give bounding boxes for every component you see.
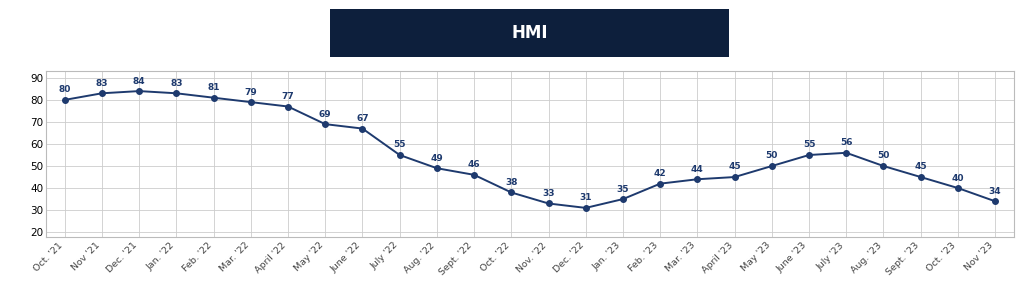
Text: 55: 55 [803,141,815,149]
Text: 46: 46 [468,160,480,169]
Text: 45: 45 [914,162,927,172]
Text: 44: 44 [691,165,703,174]
Text: 81: 81 [207,83,220,92]
Text: 79: 79 [245,87,257,97]
Text: 56: 56 [840,138,853,147]
Text: 77: 77 [282,92,294,101]
Text: 49: 49 [430,154,443,163]
Text: 84: 84 [133,77,145,86]
Text: 40: 40 [951,174,965,182]
Text: 80: 80 [58,85,71,94]
Text: 50: 50 [878,151,890,160]
Text: 50: 50 [766,151,778,160]
Text: 31: 31 [580,193,592,202]
Text: 69: 69 [318,110,332,119]
Text: HMI: HMI [511,24,548,42]
Text: 34: 34 [989,187,1001,196]
Text: 42: 42 [654,169,667,178]
Text: 45: 45 [728,162,741,172]
Text: 83: 83 [170,79,182,88]
Text: 33: 33 [543,189,555,198]
Text: 35: 35 [616,184,629,194]
Text: 67: 67 [356,114,369,123]
Text: 83: 83 [95,79,109,88]
Text: 55: 55 [393,141,406,149]
Text: 38: 38 [505,178,517,187]
